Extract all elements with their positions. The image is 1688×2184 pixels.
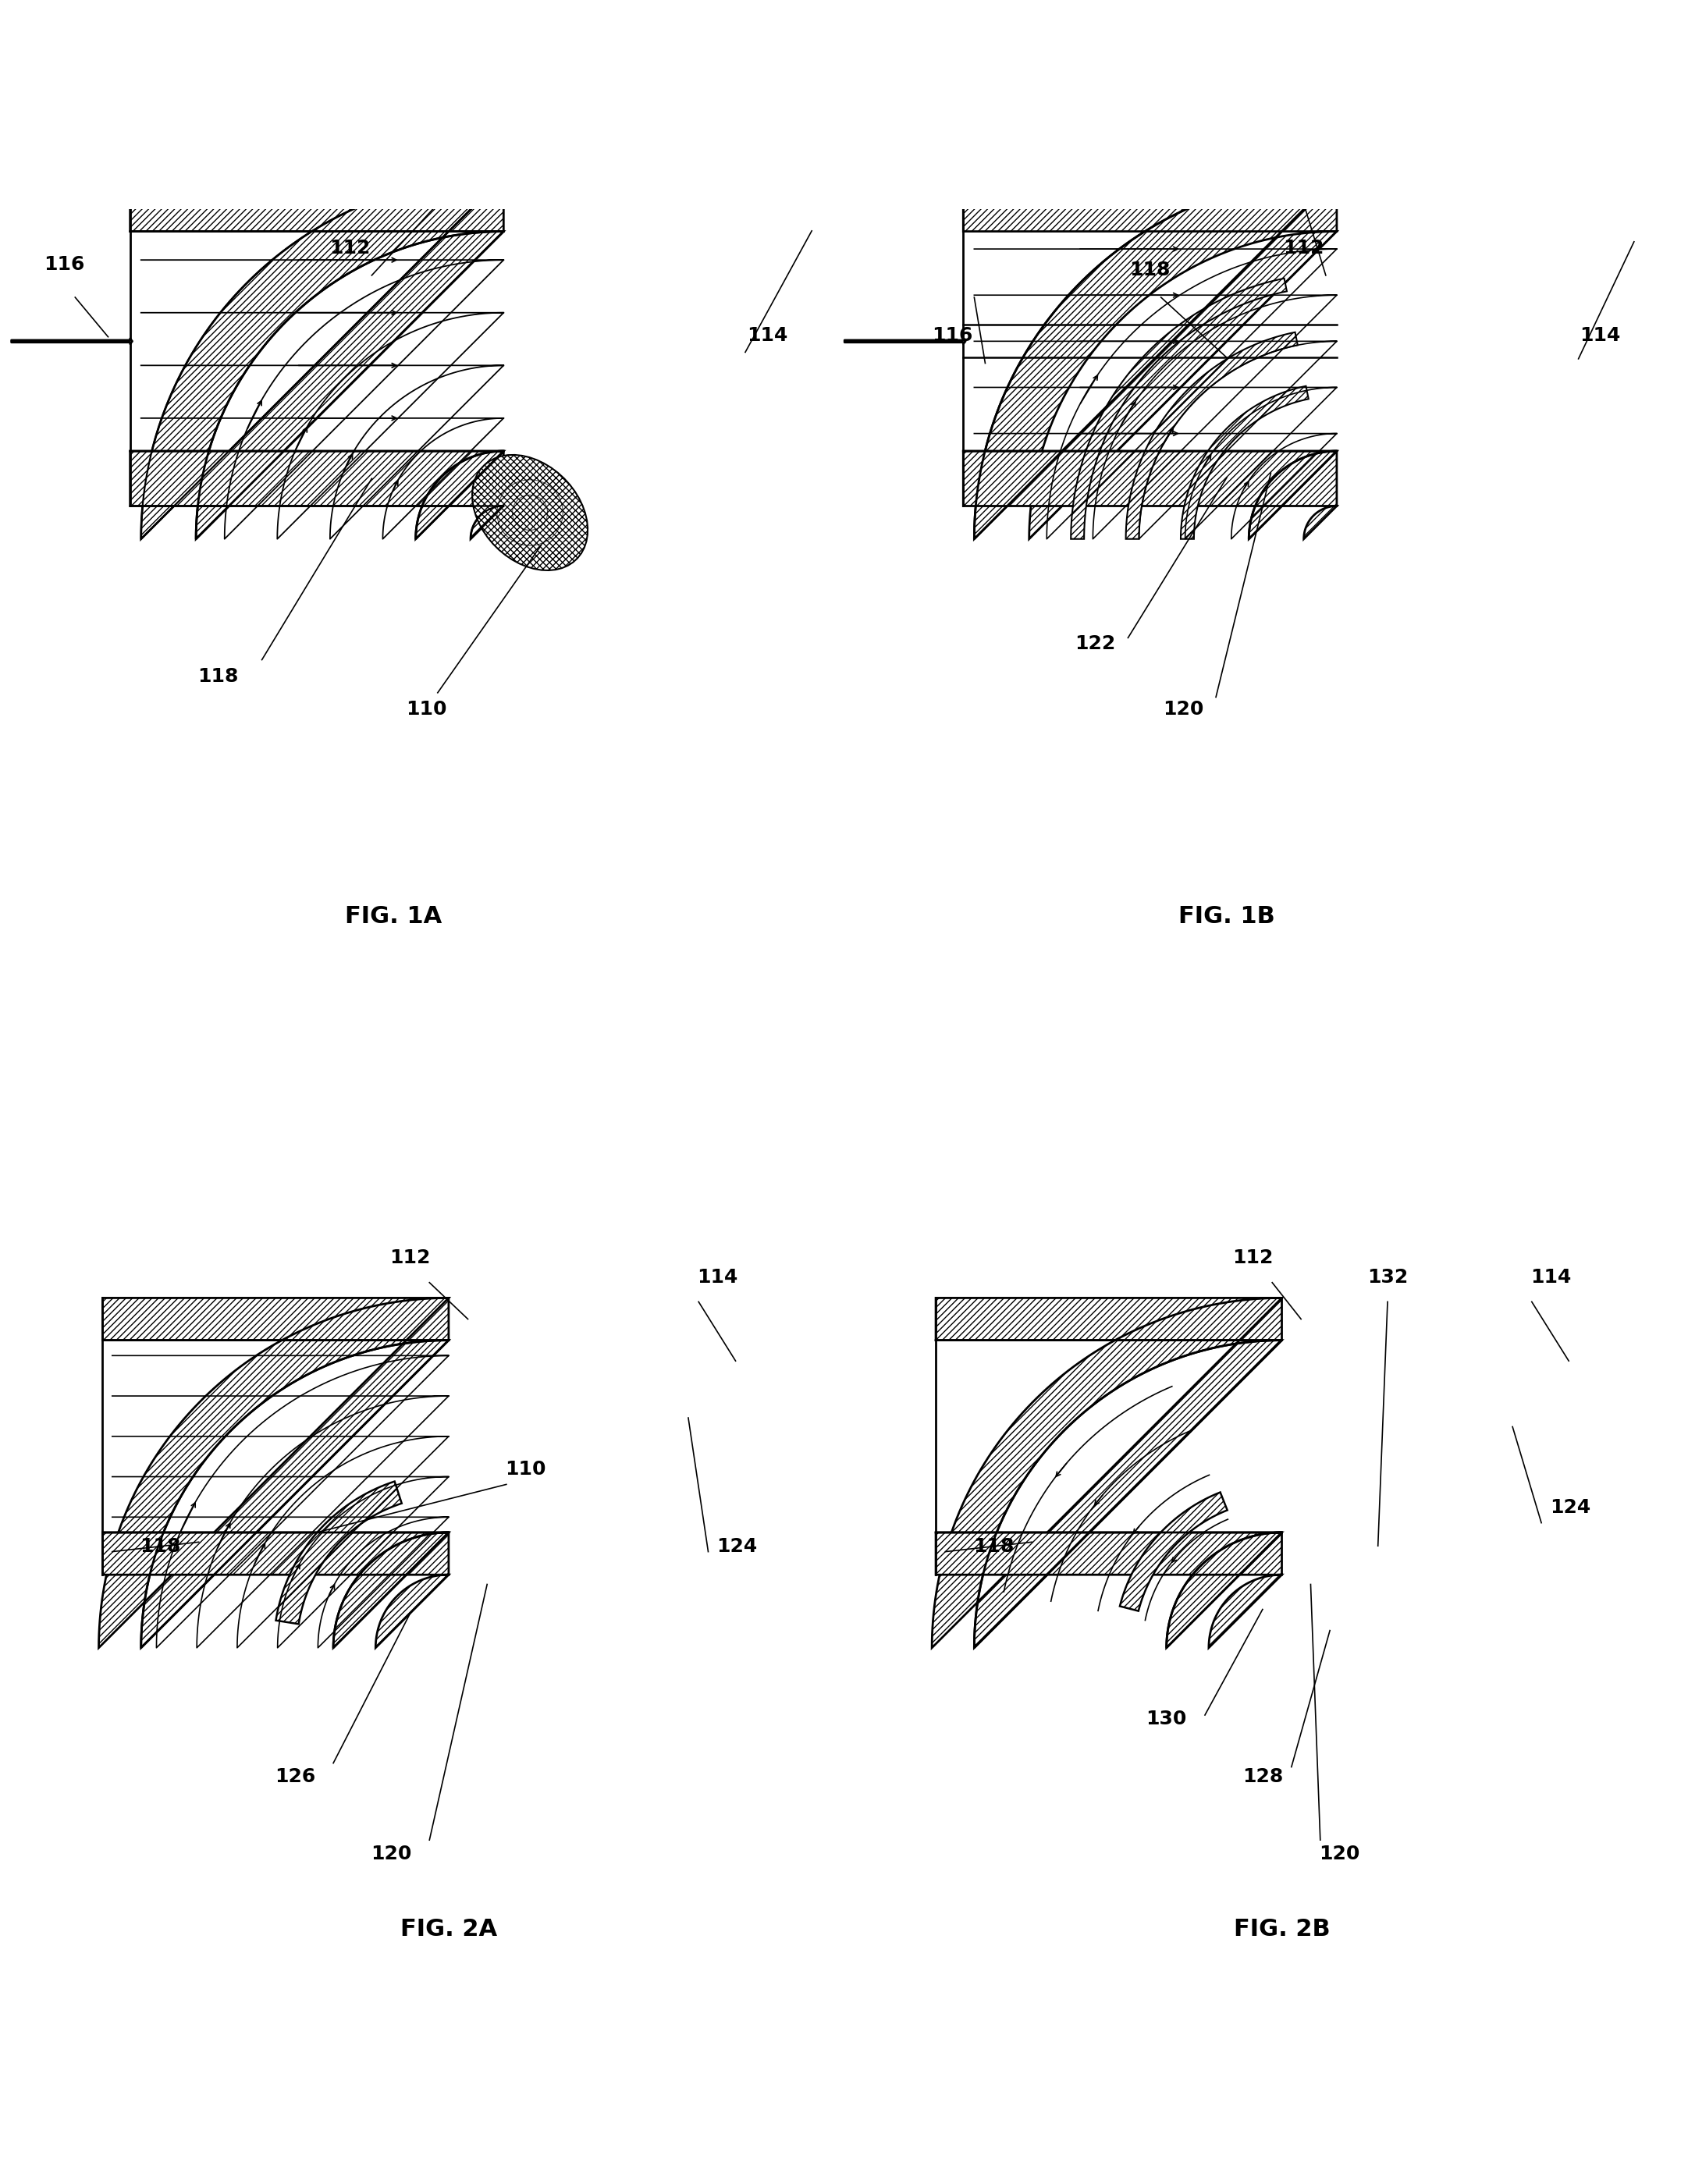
- Polygon shape: [935, 1533, 1281, 1647]
- Polygon shape: [130, 177, 503, 539]
- Polygon shape: [1180, 387, 1308, 539]
- Text: 112: 112: [329, 238, 370, 258]
- Text: 124: 124: [717, 1538, 758, 1555]
- Text: 116: 116: [44, 256, 84, 273]
- Text: 114: 114: [746, 325, 788, 345]
- Text: FIG. 2A: FIG. 2A: [400, 1918, 496, 1942]
- Text: 118: 118: [1129, 260, 1170, 280]
- Text: 120: 120: [371, 1845, 412, 1863]
- Polygon shape: [100, 1297, 449, 1647]
- Text: 114: 114: [697, 1267, 738, 1286]
- Text: 114: 114: [1531, 1267, 1572, 1286]
- Polygon shape: [964, 452, 1337, 539]
- Text: 118: 118: [140, 1538, 181, 1555]
- Text: 116: 116: [932, 325, 972, 345]
- Text: 112: 112: [1283, 238, 1323, 258]
- Polygon shape: [473, 454, 587, 570]
- Text: 114: 114: [1580, 325, 1620, 345]
- Polygon shape: [275, 1481, 402, 1625]
- Polygon shape: [1119, 1492, 1227, 1612]
- Text: 128: 128: [1242, 1767, 1283, 1787]
- Text: 124: 124: [1550, 1498, 1590, 1518]
- Text: 120: 120: [1318, 1845, 1361, 1863]
- Text: 120: 120: [1163, 699, 1204, 719]
- Text: FIG. 2B: FIG. 2B: [1234, 1918, 1330, 1942]
- Text: 132: 132: [1367, 1267, 1408, 1286]
- Text: 122: 122: [1075, 633, 1116, 653]
- Text: 126: 126: [275, 1767, 316, 1787]
- Text: 130: 130: [1146, 1710, 1187, 1728]
- Polygon shape: [932, 1297, 1281, 1647]
- Text: 112: 112: [390, 1249, 430, 1267]
- Polygon shape: [103, 1533, 449, 1647]
- Polygon shape: [1126, 332, 1298, 539]
- Text: 118: 118: [197, 666, 238, 686]
- Text: FIG. 1B: FIG. 1B: [1178, 906, 1274, 928]
- Polygon shape: [964, 177, 1337, 539]
- Text: FIG. 1A: FIG. 1A: [346, 906, 442, 928]
- Polygon shape: [1070, 277, 1286, 539]
- Text: 110: 110: [505, 1459, 545, 1479]
- Text: 112: 112: [1232, 1249, 1273, 1267]
- Polygon shape: [130, 452, 503, 539]
- Text: 118: 118: [972, 1538, 1014, 1555]
- Text: 110: 110: [407, 699, 447, 719]
